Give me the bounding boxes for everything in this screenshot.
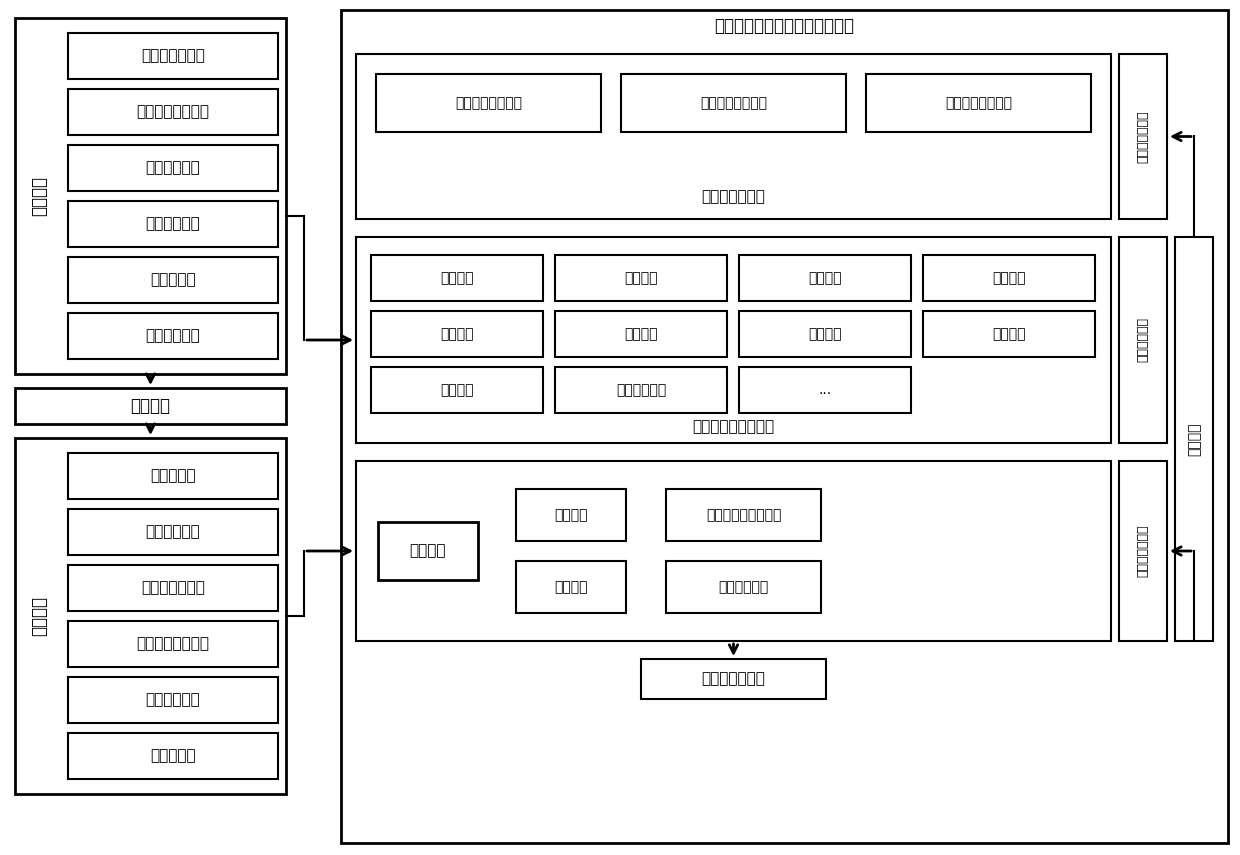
Bar [739,367,911,413]
Text: 生成产品编码: 生成产品编码 [145,216,201,232]
Bar [68,565,278,611]
Bar [556,367,727,413]
Bar [68,257,278,303]
Bar [68,313,278,359]
Text: 电子标签写入: 电子标签写入 [145,328,201,344]
Text: 二维码生成: 二维码生成 [150,273,196,287]
Bar [68,89,278,135]
Text: 外观照片对比: 外观照片对比 [718,580,769,594]
Bar [68,677,278,723]
Bar [641,659,826,699]
Bar [556,255,727,301]
Text: 含铅酸液占比: 含铅酸液占比 [616,383,666,397]
Bar [15,18,286,374]
Bar [15,388,286,424]
Bar [866,74,1091,132]
Bar [356,237,1111,443]
Bar [739,255,911,301]
Text: 重量匹配: 重量匹配 [409,544,446,558]
Text: 扫描二维码: 扫描二维码 [150,469,196,483]
Bar [356,54,1111,219]
Bar [666,489,821,541]
Text: 完整性识别模块: 完整性识别模块 [1137,525,1149,577]
Bar [371,255,543,301]
Bar [341,10,1228,843]
Text: 尺寸匹配: 尺寸匹配 [554,580,588,594]
Bar [376,74,601,132]
Bar [516,489,626,541]
Text: 电池使用: 电池使用 [130,397,171,415]
Text: 标签信息存储区分析: 标签信息存储区分析 [706,508,781,522]
Bar [68,621,278,667]
Text: 产品重量: 产品重量 [808,271,842,285]
Bar [1176,237,1213,641]
Bar [356,461,1111,641]
Bar [923,255,1095,301]
Text: 六面照片拍摄上传: 六面照片拍摄上传 [136,636,210,652]
Bar [68,201,278,247]
Text: 铅蓄电池产品数据库: 铅蓄电池产品数据库 [692,420,775,434]
Text: 尺寸和重量录入: 尺寸和重量录入 [141,49,205,63]
Text: 产品图片: 产品图片 [992,271,1025,285]
Bar [666,561,821,613]
Bar [68,33,278,79]
Text: 生产日期: 生产日期 [808,327,842,341]
Text: 产品尺寸: 产品尺寸 [624,271,657,285]
Bar [923,311,1095,357]
Bar [739,311,911,357]
Text: 破损部位录入: 破损部位录入 [145,693,201,707]
Text: 电池出厂: 电池出厂 [30,176,48,216]
Bar [68,453,278,499]
Bar [378,522,477,580]
Text: 完整性分析: 完整性分析 [150,748,196,764]
Text: 六面照片拍摄上传: 六面照片拍摄上传 [136,104,210,120]
Text: 电池回收: 电池回收 [30,596,48,636]
Text: 后备规则: 后备规则 [1187,422,1202,456]
Text: 读取电子标签: 读取电子标签 [145,524,201,540]
Bar [1118,54,1167,219]
Bar [621,74,846,132]
Text: 生产批次: 生产批次 [624,327,657,341]
Bar [1118,237,1167,443]
Text: 出厂回收重量差异: 出厂回收重量差异 [455,96,522,110]
Bar [371,311,543,357]
Text: 使用寿命: 使用寿命 [440,383,474,397]
Text: 出厂回收外观差异: 出厂回收外观差异 [945,96,1012,110]
Bar [68,509,278,555]
Text: 完整性识别结果: 完整性识别结果 [702,671,765,687]
Bar [68,733,278,779]
Text: 信息存储模块: 信息存储模块 [1137,317,1149,363]
Bar [371,367,543,413]
Text: 废铅蓄电池完整性快速识别平台: 废铅蓄电池完整性快速识别平台 [714,17,854,35]
Text: 尺寸和重量录入: 尺寸和重量录入 [141,581,205,595]
Text: 完整性判别规则: 完整性判别规则 [702,190,765,204]
Text: 产品识别: 产品识别 [554,508,588,522]
Bar [516,561,626,613]
Text: 基础知识库模块: 基础知识库模块 [1137,110,1149,162]
Text: 产品型号: 产品型号 [440,327,474,341]
Bar [15,438,286,794]
Text: 出厂回收尺寸差异: 出厂回收尺寸差异 [701,96,768,110]
Text: 产品编码: 产品编码 [440,271,474,285]
Bar [556,311,727,357]
Bar [68,145,278,191]
Text: 其他信息录入: 其他信息录入 [145,161,201,175]
Text: 生产厂家: 生产厂家 [992,327,1025,341]
Bar [1118,461,1167,641]
Text: ...: ... [818,383,832,397]
